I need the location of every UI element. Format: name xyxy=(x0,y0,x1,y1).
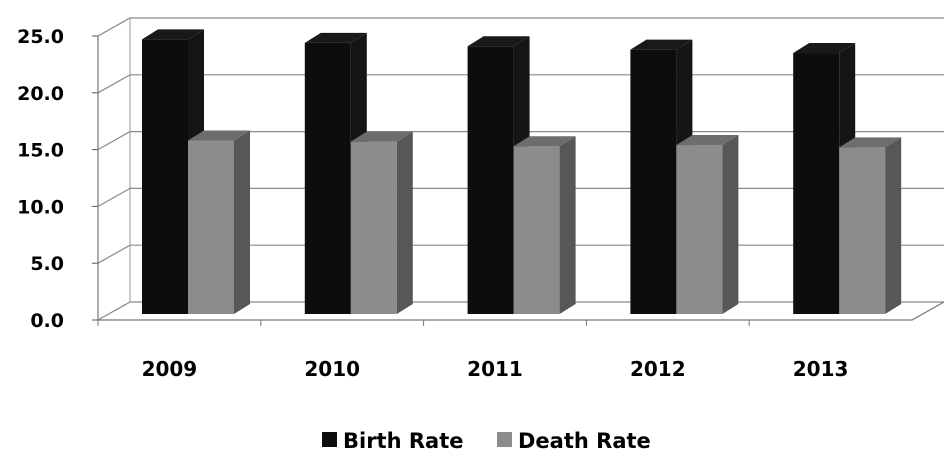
bar-top xyxy=(188,130,250,141)
bar-top xyxy=(513,136,576,147)
bar xyxy=(350,131,413,314)
bar-side xyxy=(396,131,413,314)
bar-top xyxy=(676,135,739,146)
bar-top xyxy=(630,39,693,50)
y-tick-label: 15.0 xyxy=(17,140,64,162)
y-axis: 0.0 5.0 10.0 15.0 20.0 25.0 xyxy=(17,18,131,332)
bar xyxy=(839,137,902,314)
bar-front xyxy=(467,46,514,314)
bar-top xyxy=(839,137,902,148)
bar-front xyxy=(304,42,351,314)
bar-top xyxy=(793,43,856,54)
bar-front xyxy=(630,49,677,315)
bar xyxy=(676,135,739,314)
bar xyxy=(513,136,576,314)
bar-front xyxy=(839,147,886,314)
legend-label-death-rate: Death Rate xyxy=(518,429,651,453)
bar-side xyxy=(885,137,902,314)
bar-top xyxy=(467,36,530,47)
y-tick-label: 25.0 xyxy=(17,26,64,48)
bar-side xyxy=(559,136,576,314)
y-tick-label: 10.0 xyxy=(17,196,64,218)
y-tick-label: 0.0 xyxy=(30,310,64,332)
bar-front xyxy=(676,145,723,314)
x-tick-label: 2012 xyxy=(630,357,686,381)
x-tick-label: 2009 xyxy=(142,357,198,381)
gridline xyxy=(97,17,944,37)
bar-side xyxy=(722,135,739,314)
legend-label-birth-rate: Birth Rate xyxy=(343,429,463,453)
x-tick-label: 2013 xyxy=(793,357,849,381)
bar-front xyxy=(513,146,560,314)
bar-front xyxy=(350,141,397,314)
x-tick-label: 2011 xyxy=(467,357,523,381)
legend-swatch-birth-rate xyxy=(322,432,337,447)
bar-top xyxy=(304,32,367,43)
legend-swatch-death-rate xyxy=(497,432,512,447)
bar-top xyxy=(350,131,413,142)
bar-front xyxy=(793,53,840,314)
bar-top xyxy=(142,29,204,40)
bar-side xyxy=(234,130,250,314)
y-tick-label: 5.0 xyxy=(30,253,64,275)
legend: Birth Rate Death Rate xyxy=(322,429,651,453)
bars xyxy=(142,29,902,315)
bar-front xyxy=(142,39,188,315)
bar-front xyxy=(188,140,234,314)
bar xyxy=(188,130,250,314)
bar xyxy=(467,36,530,314)
floor-edge xyxy=(98,301,945,321)
x-axis-labels: 2009 2010 2011 2012 2013 xyxy=(97,320,849,381)
y-tick-label: 20.0 xyxy=(17,83,64,105)
x-tick-label: 2010 xyxy=(304,357,360,381)
